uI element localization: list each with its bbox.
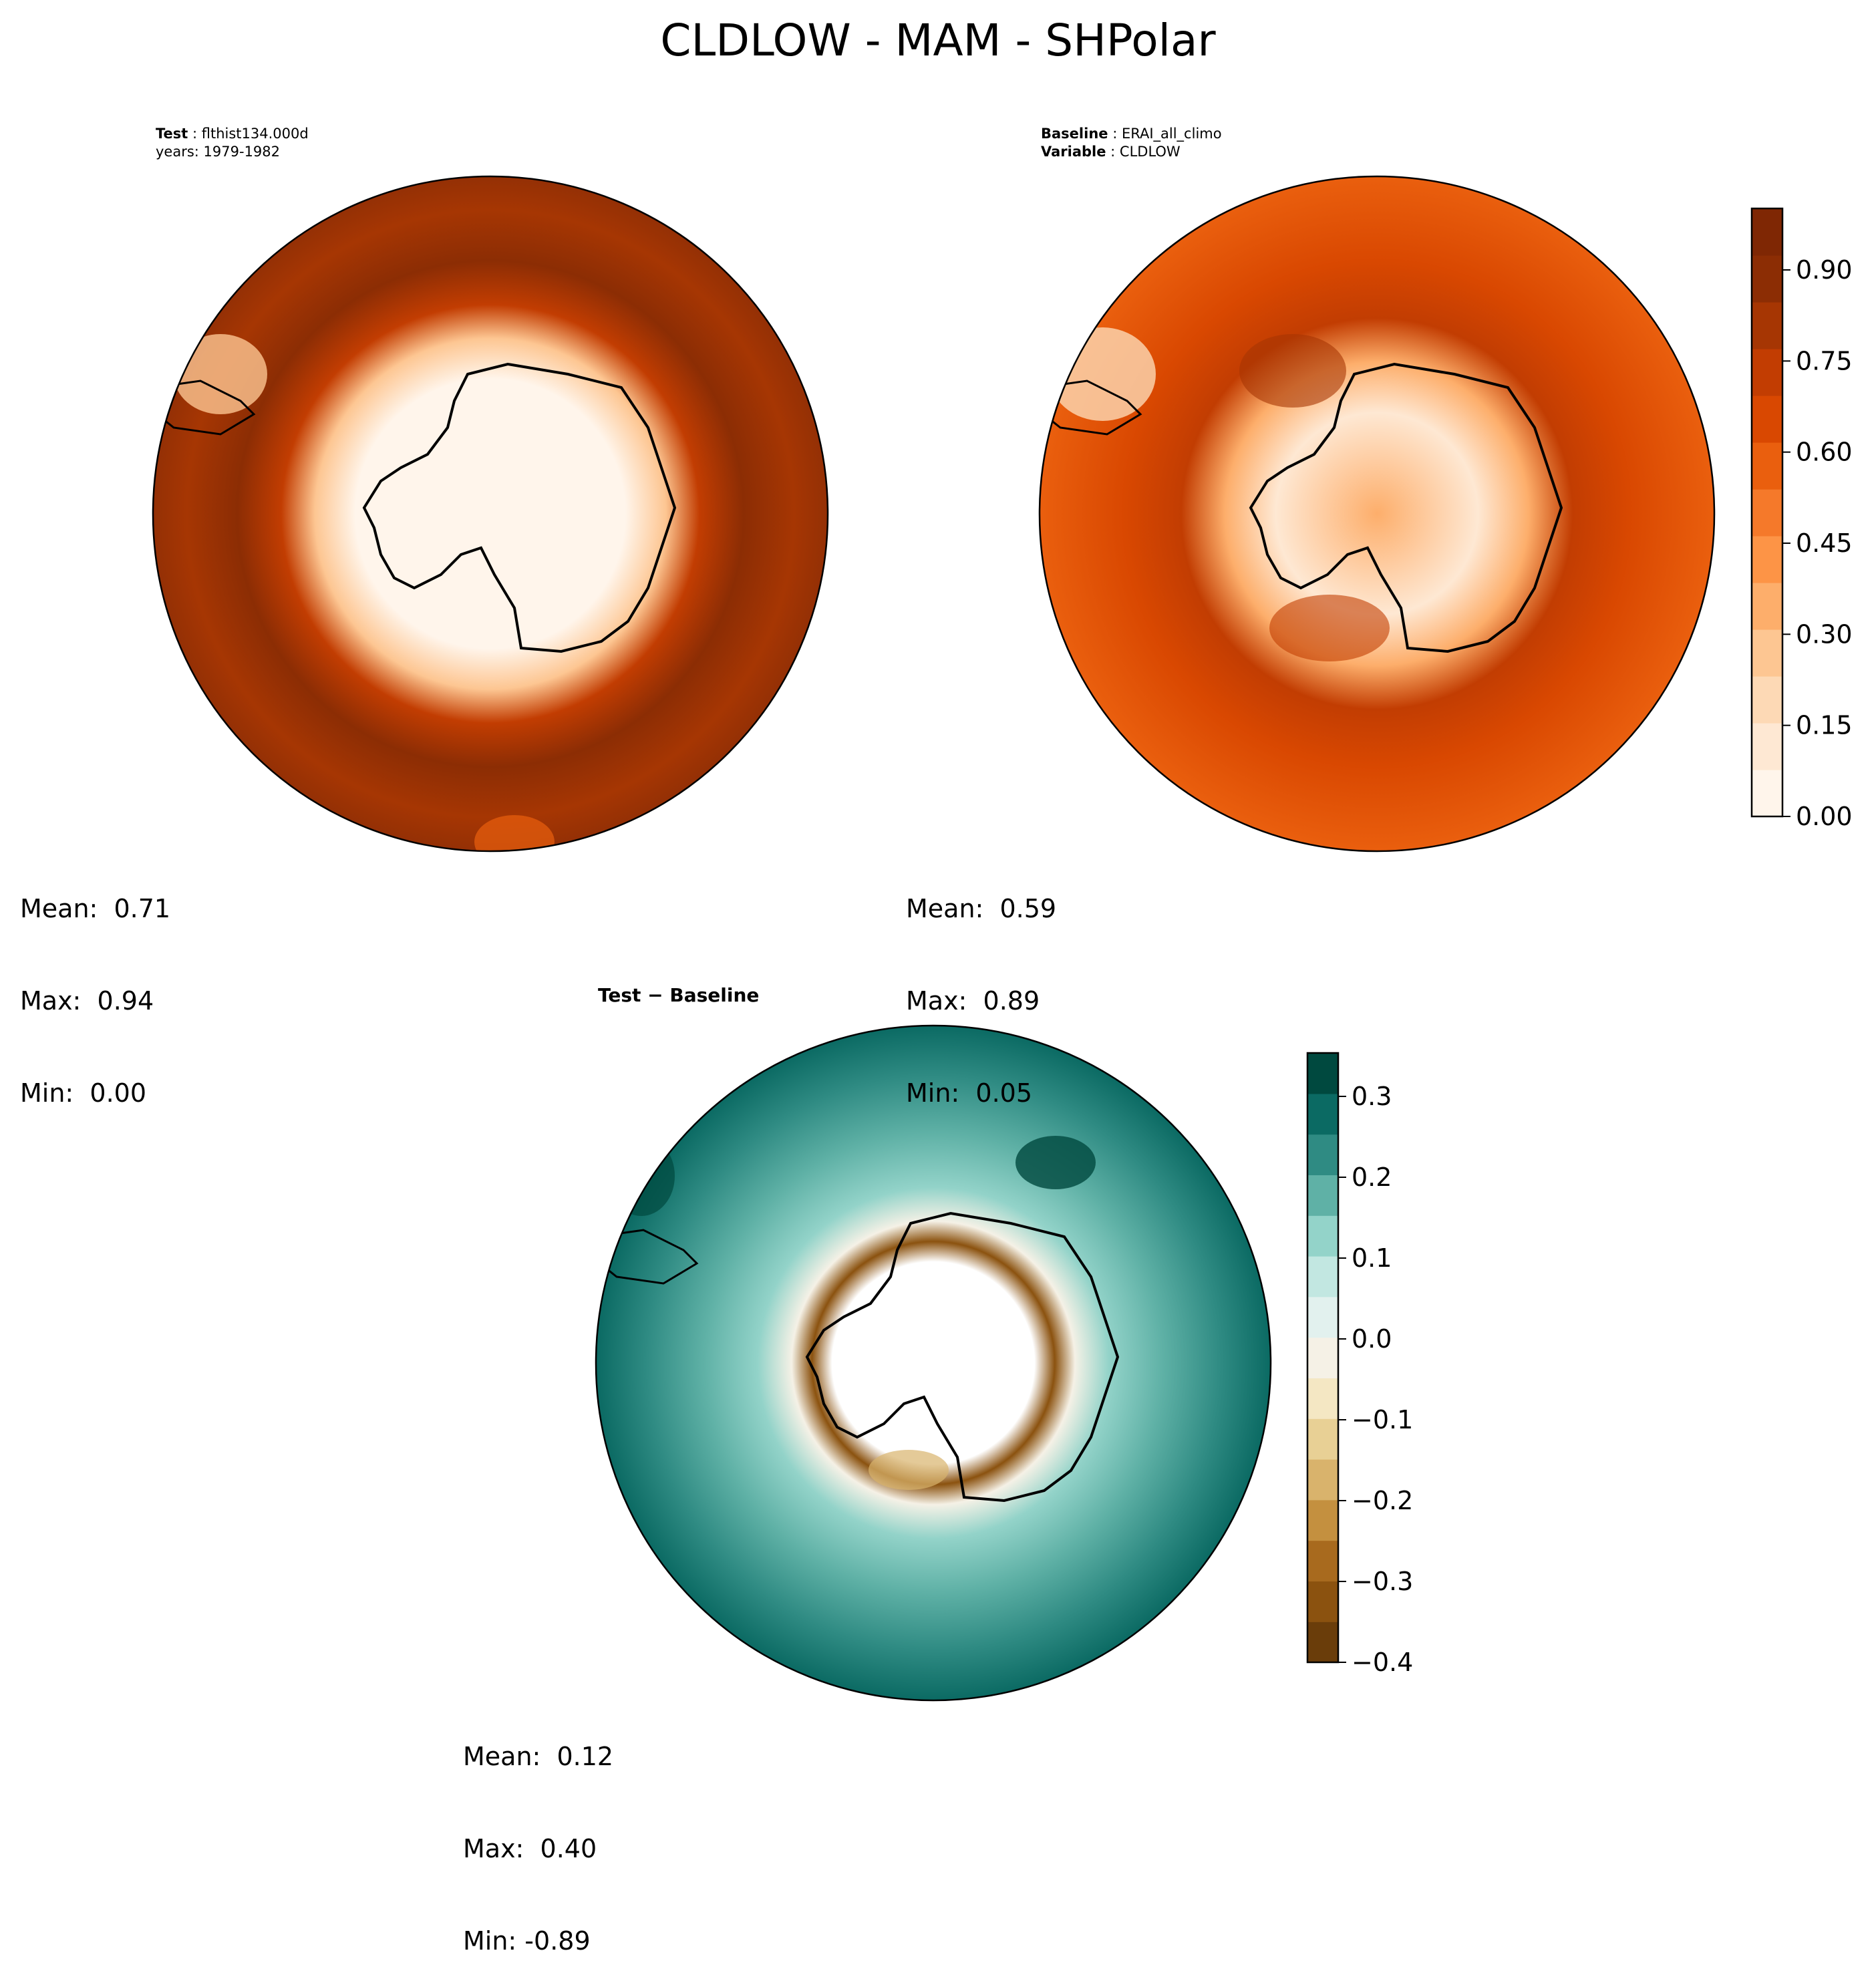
colorbar-band (1307, 1622, 1338, 1663)
colorbar-frame (1306, 1052, 1340, 1664)
colorbar-band (1307, 1134, 1338, 1175)
main-colorbar: 0.00 0.15 0.30 0.45 0.60 0.75 0.90 (1750, 207, 1853, 831)
figure-title: CLDLOW - MAM - SHPolar (660, 15, 1216, 66)
colorbar-band (1752, 583, 1782, 630)
colorbar-band (1752, 536, 1782, 583)
colorbar-band (1752, 396, 1782, 443)
colorbar-band (1307, 1378, 1338, 1419)
colorbar-tick-label: 0.00 (1796, 802, 1853, 831)
diff-stats: Mean: 0.12 Max: 0.40 Min: -0.89 (463, 1680, 613, 1987)
colorbar-band (1752, 255, 1782, 303)
colorbar-tick-label: 0.2 (1352, 1163, 1392, 1192)
test-mean: Mean: 0.71 (20, 894, 171, 923)
test-map-border (152, 175, 829, 853)
baseline-label-value: ERAI_all_climo (1121, 126, 1222, 142)
test-min: Min: 0.00 (20, 1078, 146, 1108)
colorbar-band (1752, 723, 1782, 770)
baseline-stats: Mean: 0.59 Max: 0.89 Min: 0.05 (906, 832, 1056, 1139)
test-label-key: Test (156, 126, 188, 142)
colorbar-band (1752, 302, 1782, 349)
colorbar-tick-label: −0.4 (1352, 1648, 1413, 1677)
colorbar-tick-label: 0.45 (1796, 528, 1853, 558)
diff-min: Min: -0.89 (463, 1926, 591, 1956)
colorbar-band (1307, 1296, 1338, 1338)
colorbar-band (1752, 442, 1782, 490)
colorbar-tick-label: −0.1 (1352, 1405, 1413, 1434)
colorbar-band (1307, 1215, 1338, 1257)
colorbar-band (1752, 208, 1782, 256)
colorbar-band (1307, 1337, 1338, 1378)
baseline-variable-key: Variable (1041, 144, 1106, 160)
colorbar-band (1752, 349, 1782, 396)
colorbar-tick-label: 0.0 (1352, 1324, 1392, 1354)
test-years: years: 1979-1982 (156, 144, 281, 160)
colorbar-band (1307, 1256, 1338, 1297)
colorbar-tick-label: 0.60 (1796, 438, 1853, 467)
baseline-min: Min: 0.05 (906, 1078, 1032, 1108)
colorbar-band (1307, 1499, 1338, 1541)
colorbar-band (1307, 1459, 1338, 1501)
baseline-map-border (1038, 175, 1716, 853)
baseline-max: Max: 0.89 (906, 986, 1040, 1016)
diff-colorbar: −0.4 −0.3 −0.2 −0.1 0.0 0.1 0.2 0.3 (1306, 1052, 1413, 1677)
colorbar-tick-label: −0.3 (1352, 1567, 1413, 1596)
baseline-variable-value: CLDLOW (1119, 144, 1181, 160)
test-map (153, 176, 828, 851)
test-label-value: flthist134.000d (201, 126, 309, 142)
baseline-map (1040, 176, 1714, 851)
antarctica-coastline (1249, 362, 1563, 653)
colorbar-tick-label: 0.3 (1352, 1082, 1392, 1111)
baseline-label-key: Baseline (1041, 126, 1108, 142)
antarctica-coastline (362, 362, 677, 653)
test-max: Max: 0.94 (20, 986, 154, 1016)
colorbar-tick-label: 0.1 (1352, 1243, 1392, 1273)
diff-max: Max: 0.40 (463, 1834, 597, 1863)
colorbar-tick-label: 0.90 (1796, 255, 1853, 285)
figure-canvas: 0.000.150.300.450.600.750.90 −0.4−0.3−0.… (152, 175, 1853, 1702)
colorbar-band (1307, 1540, 1338, 1581)
diff-panel-header: Test − Baseline (598, 984, 760, 1006)
colorbar-band (1752, 489, 1782, 537)
antarctica-coastline (805, 1211, 1120, 1503)
colorbar-band (1752, 676, 1782, 724)
colorbar-band (1307, 1175, 1338, 1216)
test-panel-header: Test : flthist134.000d years: 1979-1982 (156, 126, 309, 160)
baseline-panel-header: Baseline : ERAI_all_climo Variable : CLD… (1041, 126, 1222, 160)
diff-mean: Mean: 0.12 (463, 1742, 614, 1771)
colorbar-tick-label: −0.2 (1352, 1486, 1413, 1515)
baseline-mean: Mean: 0.59 (906, 894, 1057, 923)
diff-map-border (595, 1024, 1272, 1702)
test-stats: Mean: 0.71 Max: 0.94 Min: 0.00 (20, 832, 170, 1139)
colorbar-band (1307, 1093, 1338, 1135)
colorbar-band (1307, 1418, 1338, 1460)
colorbar-tick-label: 0.75 (1796, 346, 1853, 375)
colorbar-band (1307, 1053, 1338, 1094)
colorbar-band (1752, 629, 1782, 677)
colorbar-band (1752, 770, 1782, 817)
colorbar-band (1307, 1581, 1338, 1622)
colorbar-frame (1750, 207, 1784, 818)
colorbar-tick-label: 0.30 (1796, 619, 1853, 649)
colorbar-tick-label: 0.15 (1796, 711, 1853, 740)
